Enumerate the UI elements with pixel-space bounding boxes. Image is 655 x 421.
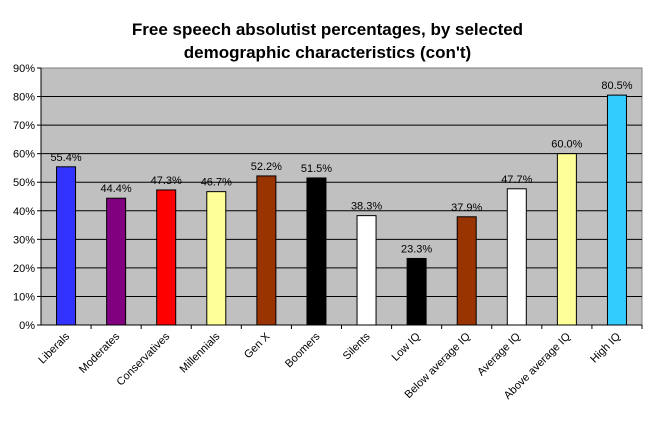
data-label: 51.5% <box>301 163 332 175</box>
y-tick-label: 90% <box>13 63 35 75</box>
bar <box>106 197 127 326</box>
x-tick-label: High IQ <box>588 330 623 365</box>
chart-title-line-1: Free speech absolutist percentages, by s… <box>131 20 524 39</box>
bar <box>206 191 227 326</box>
chart-title-line-2: demographic characteristics (con't) <box>183 43 472 62</box>
x-tick-label: Conservatives <box>115 330 173 388</box>
y-tick-label: 80% <box>13 92 35 104</box>
bar <box>256 175 277 326</box>
data-label: 55.4% <box>50 152 81 164</box>
data-label: 52.2% <box>251 161 282 173</box>
bar <box>156 189 177 326</box>
y-tick-label: 50% <box>13 177 35 189</box>
y-tick-label: 60% <box>13 149 35 161</box>
bar <box>356 215 377 326</box>
data-label: 47.7% <box>501 174 532 186</box>
bar <box>406 257 427 326</box>
data-label: 38.3% <box>351 201 382 213</box>
bar <box>606 94 627 326</box>
data-label: 47.3% <box>151 175 182 187</box>
data-label: 60.0% <box>551 139 582 151</box>
x-tick-label: Gen X <box>242 330 273 361</box>
y-tick-label: 30% <box>13 234 35 246</box>
x-tick-label: Silents <box>341 330 373 362</box>
x-tick-label: Millennials <box>178 330 223 375</box>
y-tick-label: 0% <box>19 320 35 332</box>
bar <box>56 166 77 326</box>
x-tick-label: Liberals <box>36 330 72 366</box>
data-label: 44.4% <box>101 183 132 195</box>
data-label: 46.7% <box>201 177 232 189</box>
y-tick-label: 20% <box>13 263 35 275</box>
plot-area <box>40 67 643 326</box>
y-tick-label: 10% <box>13 291 35 303</box>
data-label: 80.5% <box>601 80 632 92</box>
y-tick-label: 40% <box>13 206 35 218</box>
x-tick-label: Moderates <box>77 330 123 376</box>
y-tick-label: 70% <box>13 120 35 132</box>
x-tick-label: Boomers <box>283 330 323 370</box>
bar <box>506 188 527 326</box>
data-label: 37.9% <box>451 202 482 214</box>
x-tick-label: Low IQ <box>390 330 423 363</box>
bar <box>456 216 477 326</box>
data-label: 23.3% <box>401 243 432 255</box>
x-tick-label: Average IQ <box>475 330 523 378</box>
bar <box>306 177 327 326</box>
bar <box>556 153 577 326</box>
